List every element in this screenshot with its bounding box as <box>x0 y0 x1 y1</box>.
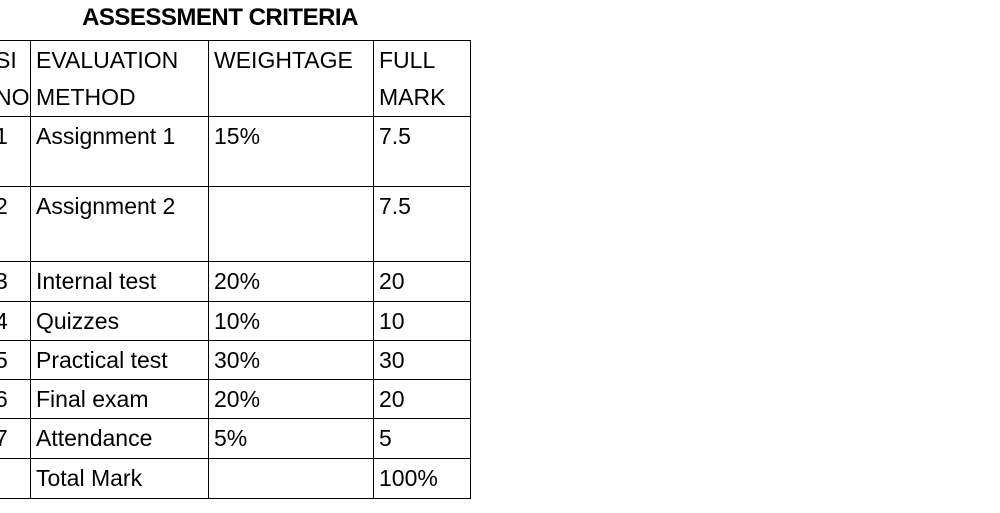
evaluation-method: Assignment 1 <box>30 116 209 187</box>
serial-number: 2 <box>0 186 31 262</box>
evaluation-method: Attendance <box>30 418 209 459</box>
header-full-mark: FULL MARK <box>373 40 471 117</box>
evaluation-method: Assignment 2 <box>30 186 209 262</box>
weightage: 15% <box>208 116 374 187</box>
table-row: Total Mark 100% <box>0 458 471 499</box>
serial-number: 1 <box>0 116 31 187</box>
table-row: 2Assignment 2 7.5 <box>0 186 471 262</box>
full-mark: 30 <box>373 340 471 380</box>
evaluation-method: Practical test <box>30 340 209 380</box>
table-row: 1Assignment 115%7.5 <box>0 116 471 187</box>
serial-number: 4 <box>0 301 31 341</box>
header-serial-number: SI NO <box>0 40 31 117</box>
weightage: 10% <box>208 301 374 341</box>
evaluation-method: Final exam <box>30 379 209 419</box>
full-mark: 7.5 <box>373 116 471 187</box>
weightage: 5% <box>208 418 374 459</box>
weightage: 20% <box>208 261 374 302</box>
full-mark: 100% <box>373 458 471 499</box>
evaluation-method: Internal test <box>30 261 209 302</box>
serial-number: 5 <box>0 340 31 380</box>
full-mark: 10 <box>373 301 471 341</box>
weightage <box>208 186 374 262</box>
table-row: 4Quizzes10%10 <box>0 301 471 341</box>
serial-number <box>0 458 31 499</box>
table-row: 7Attendance5%5 <box>0 418 471 459</box>
full-mark: 5 <box>373 418 471 459</box>
full-mark: 20 <box>373 261 471 302</box>
weightage: 20% <box>208 379 374 419</box>
title: ASSESSMENT CRITERIA <box>82 4 358 31</box>
header-evaluation-method: EVALUATION METHOD <box>30 40 209 117</box>
header-weightage: WEIGHTAGE <box>208 40 374 117</box>
serial-number: 6 <box>0 379 31 419</box>
serial-number: 3 <box>0 261 31 302</box>
weightage <box>208 458 374 499</box>
evaluation-method: Total Mark <box>30 458 209 499</box>
full-mark: 7.5 <box>373 186 471 262</box>
weightage: 30% <box>208 340 374 380</box>
full-mark: 20 <box>373 379 471 419</box>
serial-number: 7 <box>0 418 31 459</box>
evaluation-method: Quizzes <box>30 301 209 341</box>
